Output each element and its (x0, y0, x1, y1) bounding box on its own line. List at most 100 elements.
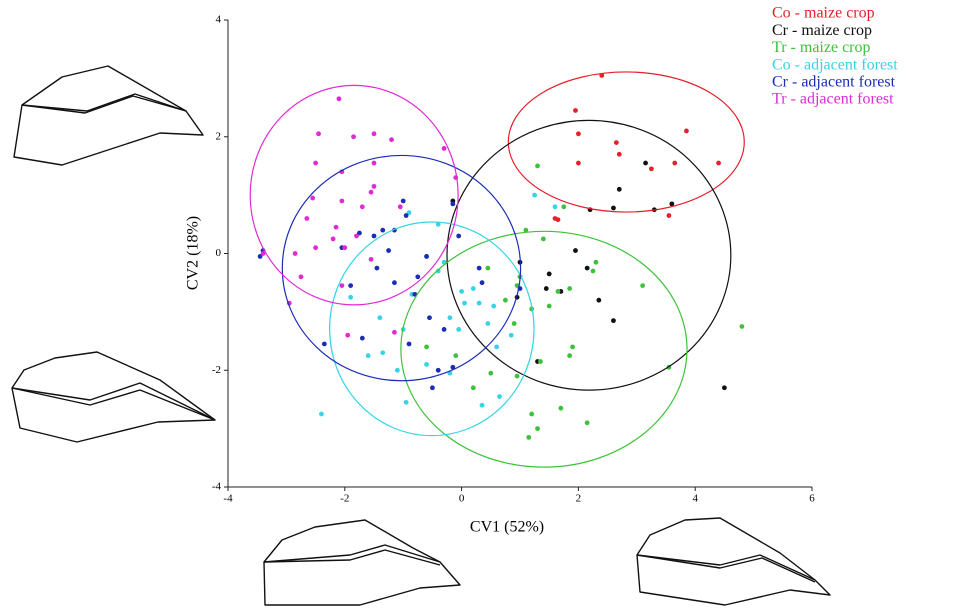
point (669, 201, 674, 206)
point (535, 164, 540, 169)
confidence-ellipse (250, 85, 458, 304)
point (585, 266, 590, 271)
point (561, 204, 566, 209)
point (377, 315, 382, 320)
point (319, 412, 324, 417)
confidence-ellipse (447, 120, 731, 390)
y-tick-label: -2 (212, 364, 221, 376)
point (337, 96, 342, 101)
point (442, 327, 447, 332)
point (547, 272, 552, 277)
point (351, 134, 356, 139)
point (372, 184, 377, 189)
point (380, 350, 385, 355)
point (649, 166, 654, 171)
point (477, 301, 482, 306)
point (354, 234, 359, 239)
point (515, 374, 520, 379)
legend-entry: Tr - maize crop (772, 39, 871, 56)
point (477, 266, 482, 271)
point (591, 269, 596, 274)
confidence-ellipse (508, 72, 744, 212)
point (404, 213, 409, 218)
point (430, 385, 435, 390)
point (494, 345, 499, 350)
point (547, 304, 552, 309)
x-tick-label: 2 (576, 493, 582, 505)
point (339, 283, 344, 288)
point (558, 406, 563, 411)
point (556, 217, 561, 222)
point (404, 400, 409, 405)
point (567, 353, 572, 358)
point (556, 289, 561, 294)
shape-outline (264, 550, 440, 565)
point (485, 266, 490, 271)
point (538, 359, 543, 364)
point (488, 371, 493, 376)
point (532, 193, 537, 198)
confidence-ellipse (330, 222, 534, 436)
point (740, 324, 745, 329)
point (380, 228, 385, 233)
point (667, 213, 672, 218)
point (331, 237, 336, 242)
y-tick-label: 0 (216, 247, 222, 259)
point (392, 330, 397, 335)
point (442, 146, 447, 151)
point (348, 283, 353, 288)
point (450, 201, 455, 206)
point (401, 199, 406, 204)
point (462, 301, 467, 306)
x-tick-label: -4 (223, 493, 233, 505)
point (640, 283, 645, 288)
point (509, 333, 514, 338)
x-tick-label: 6 (809, 493, 815, 505)
point (535, 426, 540, 431)
confidence-ellipse (401, 231, 687, 467)
legend-entry: Cr - adjacent forest (772, 73, 896, 90)
legend-entry: Co - adjacent forest (772, 56, 898, 73)
shape-outline (14, 66, 203, 165)
chart: CV1 (52%) CV2 (18%) -4-2024-4-20246Co - … (0, 0, 976, 612)
point (424, 345, 429, 350)
point (576, 161, 581, 166)
point (436, 368, 441, 373)
point (334, 225, 339, 230)
point (369, 257, 374, 262)
point (594, 260, 599, 265)
point (386, 248, 391, 253)
y-tick-label: 4 (216, 14, 222, 26)
point (407, 342, 412, 347)
point (585, 420, 590, 425)
point (293, 251, 298, 256)
point (453, 353, 458, 358)
x-axis-label: CV1 (52%) (470, 519, 544, 536)
point (722, 385, 727, 390)
shape-outlines (12, 66, 830, 605)
point (544, 286, 549, 291)
point (372, 234, 377, 239)
point (503, 298, 508, 303)
point (348, 295, 353, 300)
point (310, 196, 315, 201)
legend-entry: Co - maize crop (772, 5, 875, 22)
point (398, 204, 403, 209)
point (304, 216, 309, 221)
point (485, 321, 490, 326)
y-tick-label: -4 (212, 481, 222, 493)
point (392, 280, 397, 285)
point (339, 199, 344, 204)
legend-entry: Cr - maize crop (772, 22, 872, 39)
point (375, 266, 380, 271)
y-tick-label: 2 (216, 130, 222, 142)
point (596, 298, 601, 303)
point (570, 345, 575, 350)
point (614, 140, 619, 145)
x-tick-label: -2 (340, 493, 349, 505)
point (491, 304, 496, 309)
point (512, 321, 517, 326)
point (313, 161, 318, 166)
y-axis-label: CV2 (18%) (185, 216, 202, 290)
point (342, 245, 347, 250)
